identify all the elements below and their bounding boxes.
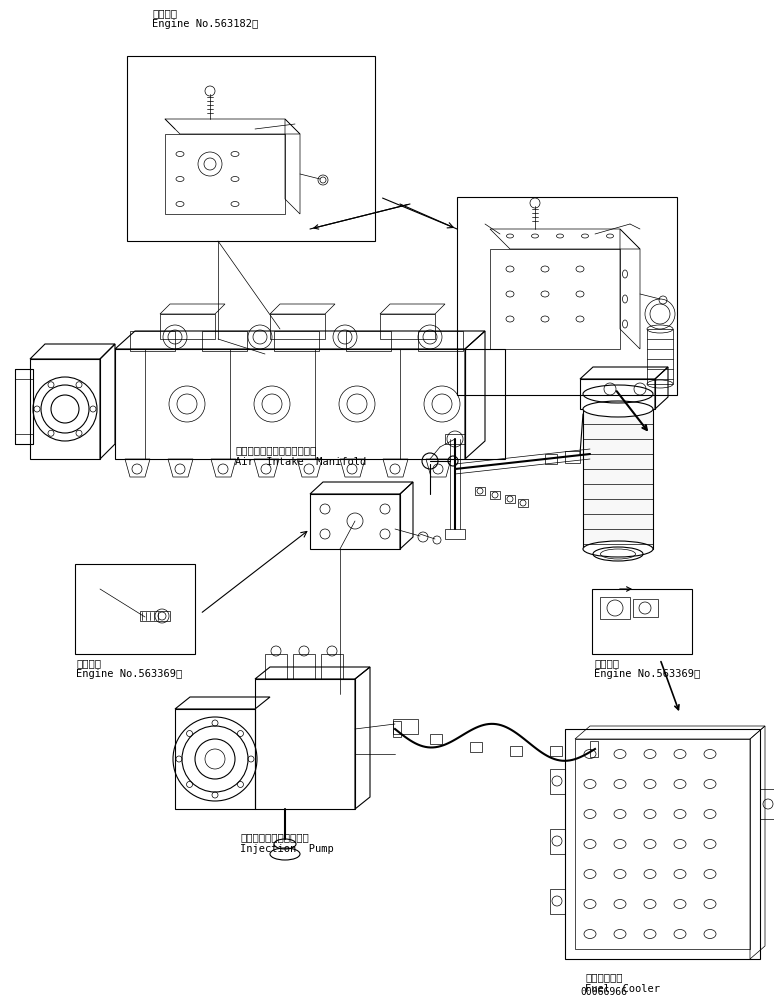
Bar [202,332,247,352]
Bar [465,350,505,460]
Text: Injection  Pump: Injection Pump [240,843,334,853]
Bar [130,332,175,352]
Bar [393,721,401,737]
Bar [647,330,673,385]
Bar [255,679,355,810]
Bar [127,57,375,241]
Bar [457,197,677,396]
Bar [590,741,598,758]
Text: Engine No.563182～: Engine No.563182～ [152,19,259,29]
Bar [592,589,692,654]
Text: フェルクーラ: フェルクーラ [585,971,622,981]
Text: 適用号機: 適用号機 [594,657,619,667]
Bar [15,370,33,445]
Text: インジェクションポンプ: インジェクションポンプ [240,832,309,841]
Bar [600,597,630,619]
Bar [265,654,287,679]
Bar [30,360,100,460]
Bar [346,332,391,352]
Bar [293,654,315,679]
Bar [445,529,465,539]
Bar [75,564,195,654]
Text: Air  Intake  Manifold: Air Intake Manifold [235,457,366,467]
Bar [15,370,33,380]
Bar [175,709,255,810]
Text: Engine No.563369～: Engine No.563369～ [594,668,700,678]
Bar [580,380,655,410]
Bar [550,746,562,757]
Text: Fuel  Cooler: Fuel Cooler [585,983,660,993]
Ellipse shape [583,402,653,418]
Bar [310,495,400,549]
Ellipse shape [583,541,653,557]
Bar [565,729,760,959]
Bar [274,332,319,352]
Bar [583,410,653,549]
Text: エアーインテークマニホルド: エアーインテークマニホルド [235,445,317,455]
Bar [270,315,325,340]
Bar [418,332,463,352]
Bar [15,435,33,445]
Bar [321,654,343,679]
Bar [505,496,515,503]
Bar [165,135,285,214]
Text: Engine No.563369～: Engine No.563369～ [76,668,182,678]
Bar [490,492,500,500]
Bar [575,739,750,949]
Bar [140,611,170,621]
Bar [518,500,528,507]
Bar [545,455,557,465]
Bar [490,249,620,350]
Bar [565,452,580,464]
Text: 適用号機: 適用号機 [76,657,101,667]
Text: 00066966: 00066966 [580,986,627,996]
Bar [475,488,485,496]
Bar [510,746,522,757]
Bar [393,719,418,734]
Bar [633,599,658,617]
Bar [160,315,215,340]
Bar [445,435,465,445]
Bar [430,734,442,744]
Text: 適用号機: 適用号機 [152,8,177,18]
Bar [380,315,435,340]
Bar [115,350,465,460]
Bar [470,742,482,753]
